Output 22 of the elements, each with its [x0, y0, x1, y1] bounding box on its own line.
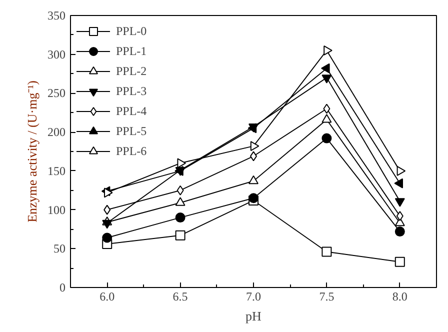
legend-label: PPL-1	[116, 44, 147, 58]
y-tick-label: 100	[48, 202, 66, 217]
y-axis-title: Enzyme activity / (U·mg⁻¹)	[24, 80, 40, 222]
x-tick-label: 7.0	[246, 290, 261, 304]
legend-label: PPL-3	[116, 84, 147, 98]
legend-label: PPL-2	[116, 64, 147, 78]
y-tick-label: 0	[60, 280, 66, 294]
x-tick-label: 6.0	[100, 290, 115, 304]
y-tick-label: 300	[48, 47, 66, 62]
legend-label: PPL-6	[116, 144, 147, 158]
y-tick-label: 350	[48, 8, 66, 22]
legend-label: PPL-5	[116, 124, 147, 138]
legend-label: PPL-4	[116, 104, 147, 118]
x-tick-label: 6.5	[172, 290, 188, 304]
x-axis-title: pH	[246, 308, 262, 324]
y-tick-label: 50	[54, 242, 66, 256]
y-tick-label: 150	[48, 164, 66, 178]
y-tick-label: 200	[48, 125, 66, 140]
x-tick-label: 7.5	[319, 290, 334, 304]
x-tick-label: 8.0	[392, 290, 408, 304]
y-tick-label: 250	[48, 86, 66, 100]
legend-label: PPL-0	[116, 24, 147, 38]
